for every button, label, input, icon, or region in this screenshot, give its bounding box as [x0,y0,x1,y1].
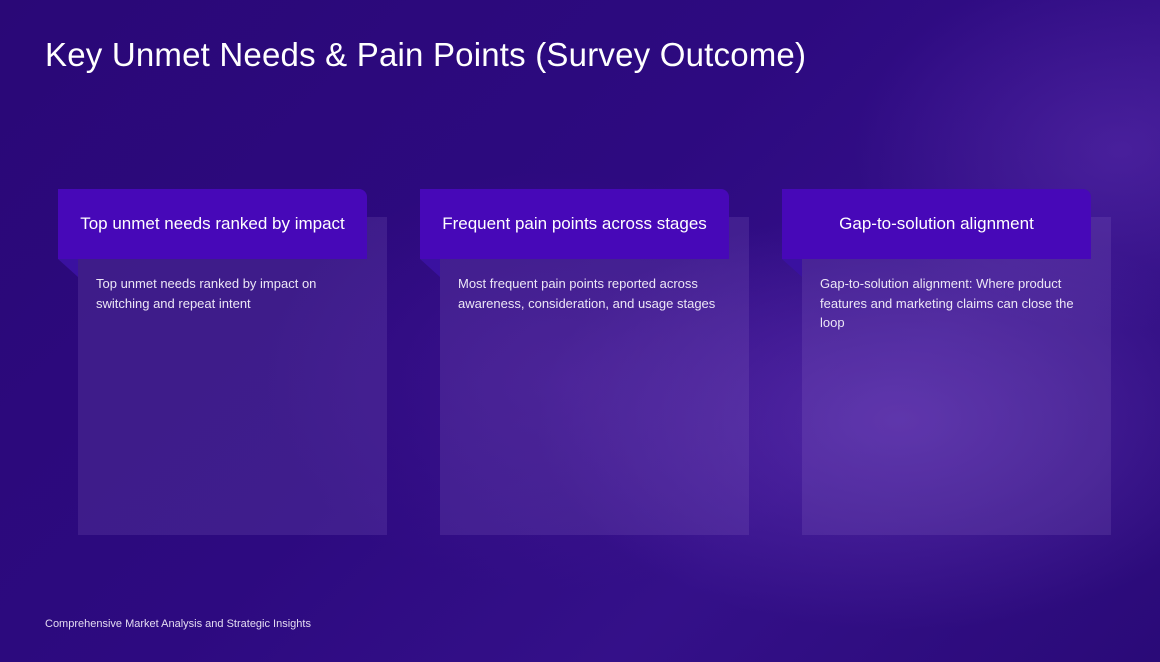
card-body [802,217,1111,535]
card-description: Top unmet needs ranked by impact on swit… [96,276,317,311]
card-header: Gap-to-solution alignment [782,189,1091,259]
card-gap-to-solution: Gap-to-solution alignment Gap-to-solutio… [782,189,1112,535]
card-header: Top unmet needs ranked by impact [58,189,367,259]
card-description: Most frequent pain points reported acros… [458,276,716,311]
slide-title: Key Unmet Needs & Pain Points (Survey Ou… [45,36,807,73]
card-fold-decoration [782,259,802,277]
card-body [78,217,387,535]
card-frequent-pain-points: Frequent pain points across stages Most … [420,189,750,535]
footer-text: Comprehensive Market Analysis and Strate… [45,618,311,630]
card-fold-decoration [420,259,440,277]
card-description: Gap-to-solution alignment: Where product… [820,276,1074,330]
card-fold-decoration [58,259,78,277]
card-top-unmet-needs: Top unmet needs ranked by impact Top unm… [58,189,388,535]
card-body [440,217,749,535]
card-header: Frequent pain points across stages [420,189,729,259]
